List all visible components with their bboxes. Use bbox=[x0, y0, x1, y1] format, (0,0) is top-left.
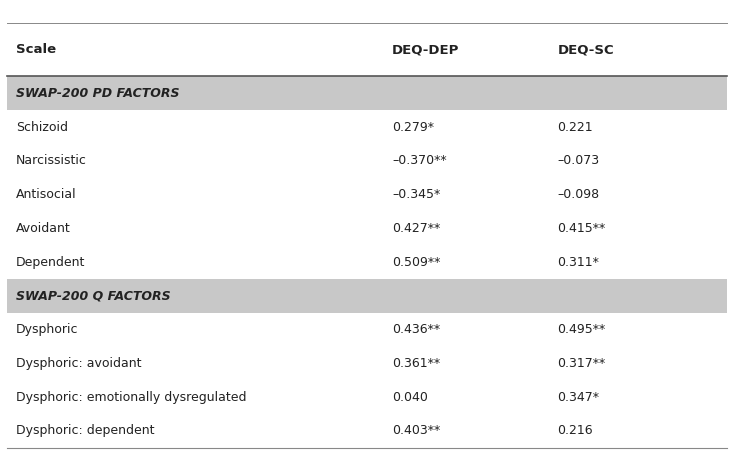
Bar bbox=[7, 23, 727, 76]
Text: –0.370**: –0.370** bbox=[392, 154, 447, 168]
Text: Dependent: Dependent bbox=[16, 256, 85, 269]
Text: –0.073: –0.073 bbox=[558, 154, 600, 168]
Bar bbox=[7, 110, 727, 144]
Text: 0.279*: 0.279* bbox=[392, 120, 435, 134]
Text: 0.509**: 0.509** bbox=[392, 256, 440, 269]
Text: SWAP-200 PD FACTORS: SWAP-200 PD FACTORS bbox=[16, 87, 180, 100]
Text: Dysphoric: dependent: Dysphoric: dependent bbox=[16, 424, 154, 438]
Bar bbox=[7, 313, 727, 346]
Text: Dysphoric: emotionally dysregulated: Dysphoric: emotionally dysregulated bbox=[16, 391, 247, 404]
Text: 0.216: 0.216 bbox=[558, 424, 593, 438]
Bar bbox=[7, 279, 727, 313]
Text: Schizoid: Schizoid bbox=[16, 120, 68, 134]
Text: –0.098: –0.098 bbox=[558, 188, 600, 201]
Text: 0.040: 0.040 bbox=[392, 391, 428, 404]
Text: SWAP-200 Q FACTORS: SWAP-200 Q FACTORS bbox=[16, 289, 170, 303]
Bar bbox=[7, 414, 727, 448]
Text: Dysphoric: avoidant: Dysphoric: avoidant bbox=[16, 357, 142, 370]
Text: 0.436**: 0.436** bbox=[392, 323, 440, 336]
Bar bbox=[7, 245, 727, 279]
Bar bbox=[7, 211, 727, 245]
Text: 0.495**: 0.495** bbox=[558, 323, 606, 336]
Text: 0.361**: 0.361** bbox=[392, 357, 440, 370]
Text: 0.311*: 0.311* bbox=[558, 256, 600, 269]
Bar bbox=[7, 380, 727, 414]
Bar bbox=[7, 76, 727, 110]
Text: 0.221: 0.221 bbox=[558, 120, 593, 134]
Text: DEQ-DEP: DEQ-DEP bbox=[392, 43, 459, 56]
Bar bbox=[7, 178, 727, 211]
Text: 0.347*: 0.347* bbox=[558, 391, 600, 404]
Text: 0.403**: 0.403** bbox=[392, 424, 440, 438]
Text: DEQ-SC: DEQ-SC bbox=[558, 43, 614, 56]
Text: 0.415**: 0.415** bbox=[558, 222, 606, 235]
Bar bbox=[7, 144, 727, 178]
Bar bbox=[7, 346, 727, 380]
Text: Antisocial: Antisocial bbox=[16, 188, 76, 201]
Text: Narcissistic: Narcissistic bbox=[16, 154, 87, 168]
Text: 0.427**: 0.427** bbox=[392, 222, 440, 235]
Text: –0.345*: –0.345* bbox=[392, 188, 440, 201]
Text: Dysphoric: Dysphoric bbox=[16, 323, 79, 336]
Text: 0.317**: 0.317** bbox=[558, 357, 606, 370]
Text: Avoidant: Avoidant bbox=[16, 222, 70, 235]
Text: Scale: Scale bbox=[16, 43, 56, 56]
